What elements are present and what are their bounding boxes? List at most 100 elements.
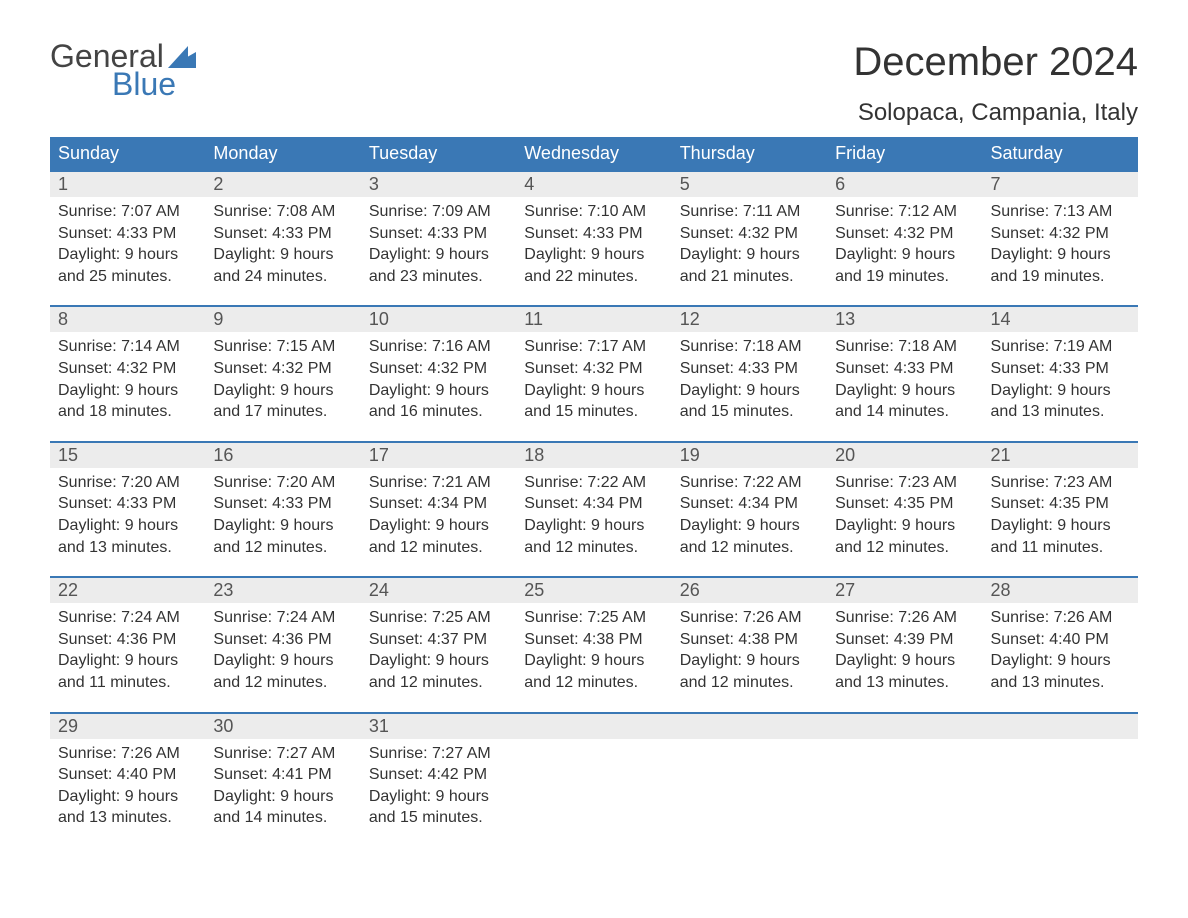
day-number: 19 <box>672 442 827 468</box>
day-number: 22 <box>50 577 205 603</box>
daylight-line: Daylight: 9 hours and 16 minutes. <box>369 380 508 423</box>
day-details: Sunrise: 7:20 AMSunset: 4:33 PMDaylight:… <box>205 468 360 577</box>
weekday-header: Sunday <box>50 137 205 171</box>
daylight-line: Daylight: 9 hours and 22 minutes. <box>524 244 663 287</box>
sunset-line: Sunset: 4:33 PM <box>369 223 508 245</box>
day-number-row: 22232425262728 <box>50 577 1138 603</box>
day-details: Sunrise: 7:20 AMSunset: 4:33 PMDaylight:… <box>50 468 205 577</box>
daylight-line: Daylight: 9 hours and 11 minutes. <box>991 515 1130 558</box>
day-number: 20 <box>827 442 982 468</box>
daylight-line: Daylight: 9 hours and 14 minutes. <box>835 380 974 423</box>
day-number: 18 <box>516 442 671 468</box>
logo: General Blue <box>50 40 196 100</box>
sunrise-line: Sunrise: 7:18 AM <box>835 336 974 358</box>
day-details: Sunrise: 7:24 AMSunset: 4:36 PMDaylight:… <box>50 603 205 712</box>
sunset-line: Sunset: 4:33 PM <box>58 493 197 515</box>
day-number: 8 <box>50 306 205 332</box>
day-details: Sunrise: 7:25 AMSunset: 4:38 PMDaylight:… <box>516 603 671 712</box>
day-number: 27 <box>827 577 982 603</box>
weekday-header: Tuesday <box>361 137 516 171</box>
logo-text-bottom: Blue <box>50 68 196 100</box>
day-details: Sunrise: 7:09 AMSunset: 4:33 PMDaylight:… <box>361 197 516 306</box>
day-number-row: 891011121314 <box>50 306 1138 332</box>
day-details: Sunrise: 7:23 AMSunset: 4:35 PMDaylight:… <box>827 468 982 577</box>
daylight-line: Daylight: 9 hours and 12 minutes. <box>213 515 352 558</box>
sunrise-line: Sunrise: 7:26 AM <box>991 607 1130 629</box>
sunset-line: Sunset: 4:32 PM <box>524 358 663 380</box>
day-number: 3 <box>361 171 516 197</box>
daylight-line: Daylight: 9 hours and 12 minutes. <box>369 650 508 693</box>
sunrise-line: Sunrise: 7:22 AM <box>680 472 819 494</box>
sunset-line: Sunset: 4:33 PM <box>58 223 197 245</box>
daylight-line: Daylight: 9 hours and 13 minutes. <box>835 650 974 693</box>
empty-day <box>516 739 671 847</box>
weekday-header: Thursday <box>672 137 827 171</box>
sunset-line: Sunset: 4:36 PM <box>58 629 197 651</box>
day-number: 11 <box>516 306 671 332</box>
empty-day <box>827 739 982 847</box>
sunrise-line: Sunrise: 7:25 AM <box>369 607 508 629</box>
sunrise-line: Sunrise: 7:23 AM <box>991 472 1130 494</box>
sunset-line: Sunset: 4:33 PM <box>524 223 663 245</box>
sunrise-line: Sunrise: 7:17 AM <box>524 336 663 358</box>
page-title: December 2024 <box>853 40 1138 85</box>
sunrise-line: Sunrise: 7:26 AM <box>835 607 974 629</box>
sunset-line: Sunset: 4:39 PM <box>835 629 974 651</box>
sunrise-line: Sunrise: 7:23 AM <box>835 472 974 494</box>
day-details: Sunrise: 7:22 AMSunset: 4:34 PMDaylight:… <box>672 468 827 577</box>
day-number: 17 <box>361 442 516 468</box>
day-number: 28 <box>983 577 1138 603</box>
sunset-line: Sunset: 4:32 PM <box>991 223 1130 245</box>
daylight-line: Daylight: 9 hours and 12 minutes. <box>524 650 663 693</box>
sunset-line: Sunset: 4:33 PM <box>213 223 352 245</box>
daylight-line: Daylight: 9 hours and 12 minutes. <box>524 515 663 558</box>
sunset-line: Sunset: 4:40 PM <box>991 629 1130 651</box>
sunset-line: Sunset: 4:32 PM <box>835 223 974 245</box>
day-details: Sunrise: 7:19 AMSunset: 4:33 PMDaylight:… <box>983 332 1138 441</box>
sunset-line: Sunset: 4:37 PM <box>369 629 508 651</box>
daylight-line: Daylight: 9 hours and 14 minutes. <box>213 786 352 829</box>
daylight-line: Daylight: 9 hours and 15 minutes. <box>369 786 508 829</box>
sunset-line: Sunset: 4:38 PM <box>680 629 819 651</box>
sunset-line: Sunset: 4:32 PM <box>680 223 819 245</box>
day-number-row: 1234567 <box>50 171 1138 197</box>
sunrise-line: Sunrise: 7:26 AM <box>58 743 197 765</box>
daylight-line: Daylight: 9 hours and 12 minutes. <box>835 515 974 558</box>
sunrise-line: Sunrise: 7:09 AM <box>369 201 508 223</box>
sunset-line: Sunset: 4:35 PM <box>991 493 1130 515</box>
sunrise-line: Sunrise: 7:19 AM <box>991 336 1130 358</box>
sunrise-line: Sunrise: 7:20 AM <box>213 472 352 494</box>
day-details: Sunrise: 7:17 AMSunset: 4:32 PMDaylight:… <box>516 332 671 441</box>
day-details: Sunrise: 7:21 AMSunset: 4:34 PMDaylight:… <box>361 468 516 577</box>
sunset-line: Sunset: 4:41 PM <box>213 764 352 786</box>
day-number: 14 <box>983 306 1138 332</box>
daylight-line: Daylight: 9 hours and 19 minutes. <box>835 244 974 287</box>
sunset-line: Sunset: 4:35 PM <box>835 493 974 515</box>
day-details: Sunrise: 7:13 AMSunset: 4:32 PMDaylight:… <box>983 197 1138 306</box>
weekday-header: Monday <box>205 137 360 171</box>
daylight-line: Daylight: 9 hours and 11 minutes. <box>58 650 197 693</box>
day-details: Sunrise: 7:24 AMSunset: 4:36 PMDaylight:… <box>205 603 360 712</box>
day-detail-row: Sunrise: 7:20 AMSunset: 4:33 PMDaylight:… <box>50 468 1138 577</box>
sunrise-line: Sunrise: 7:11 AM <box>680 201 819 223</box>
day-details: Sunrise: 7:26 AMSunset: 4:38 PMDaylight:… <box>672 603 827 712</box>
sunset-line: Sunset: 4:33 PM <box>213 493 352 515</box>
daylight-line: Daylight: 9 hours and 12 minutes. <box>213 650 352 693</box>
daylight-line: Daylight: 9 hours and 13 minutes. <box>991 380 1130 423</box>
day-number: 7 <box>983 171 1138 197</box>
day-details: Sunrise: 7:18 AMSunset: 4:33 PMDaylight:… <box>827 332 982 441</box>
day-number: 4 <box>516 171 671 197</box>
sunrise-line: Sunrise: 7:10 AM <box>524 201 663 223</box>
sunset-line: Sunset: 4:36 PM <box>213 629 352 651</box>
day-number: 21 <box>983 442 1138 468</box>
logo-flag-icon <box>168 46 196 68</box>
sunrise-line: Sunrise: 7:21 AM <box>369 472 508 494</box>
daylight-line: Daylight: 9 hours and 23 minutes. <box>369 244 508 287</box>
day-number: 29 <box>50 713 205 739</box>
sunrise-line: Sunrise: 7:07 AM <box>58 201 197 223</box>
sunrise-line: Sunrise: 7:16 AM <box>369 336 508 358</box>
day-detail-row: Sunrise: 7:24 AMSunset: 4:36 PMDaylight:… <box>50 603 1138 712</box>
day-number: 25 <box>516 577 671 603</box>
sunrise-line: Sunrise: 7:22 AM <box>524 472 663 494</box>
day-details: Sunrise: 7:14 AMSunset: 4:32 PMDaylight:… <box>50 332 205 441</box>
